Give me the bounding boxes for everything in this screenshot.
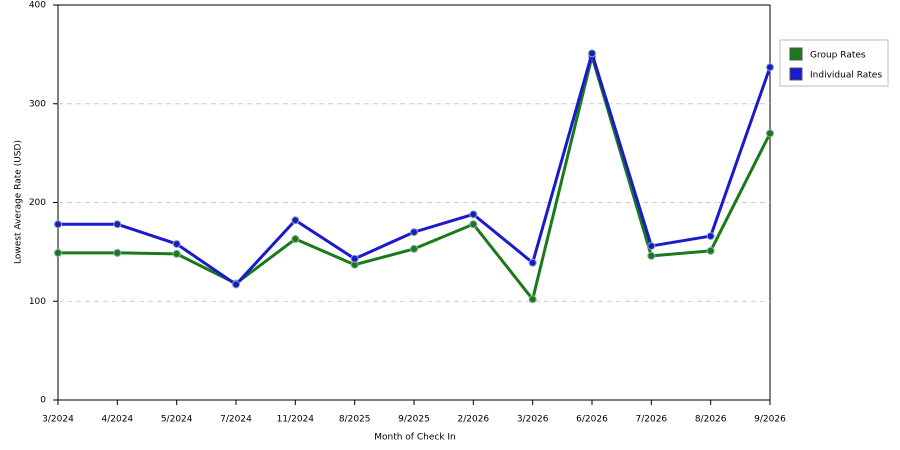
data-point	[706, 246, 715, 255]
data-point	[647, 241, 656, 250]
x-tick-label: 7/2024	[220, 415, 252, 425]
legend-swatch	[789, 67, 803, 81]
data-point	[172, 239, 181, 248]
y-axis-title: Lowest Average Rate (USD)	[14, 140, 24, 264]
legend-swatch	[789, 47, 803, 61]
x-tick-label: 2/2026	[457, 415, 489, 425]
y-tick-label: 100	[29, 297, 46, 307]
y-tick-label: 400	[29, 1, 46, 11]
y-tick-label: 200	[29, 198, 46, 208]
x-tick-label: 9/2026	[754, 415, 786, 425]
data-point	[647, 251, 656, 260]
data-point	[588, 49, 596, 58]
x-tick-label: 8/2025	[339, 415, 371, 425]
x-tick-label: 6/2026	[576, 415, 608, 425]
data-point	[410, 244, 418, 253]
x-axis-title: Month of Check In	[374, 433, 456, 443]
data-point	[766, 63, 774, 72]
data-point	[528, 295, 537, 304]
x-tick-label: 11/2024	[277, 415, 315, 425]
data-point	[410, 228, 418, 237]
y-tick-label: 0	[40, 396, 46, 406]
data-point	[291, 235, 300, 244]
x-tick-label: 3/2026	[517, 415, 549, 425]
data-point	[766, 129, 774, 138]
x-tick-label: 4/2024	[101, 415, 133, 425]
x-tick-label: 5/2024	[161, 415, 193, 425]
data-point	[528, 258, 537, 267]
legend-label: Individual Rates	[810, 71, 882, 81]
data-point	[469, 220, 478, 229]
data-point	[113, 220, 122, 229]
data-point	[172, 249, 181, 258]
data-point	[469, 210, 478, 219]
x-tick-label: 8/2026	[695, 415, 727, 425]
data-point	[54, 220, 62, 229]
data-point	[113, 248, 122, 257]
legend-label: Group Rates	[810, 51, 866, 61]
data-point	[706, 232, 715, 241]
x-tick-label: 3/2024	[42, 415, 74, 425]
data-point	[291, 216, 300, 225]
y-tick-label: 300	[29, 99, 46, 109]
data-point	[350, 254, 359, 263]
x-tick-label: 9/2025	[398, 415, 430, 425]
data-point	[232, 280, 240, 289]
data-point	[54, 248, 62, 257]
x-tick-label: 7/2026	[635, 415, 667, 425]
